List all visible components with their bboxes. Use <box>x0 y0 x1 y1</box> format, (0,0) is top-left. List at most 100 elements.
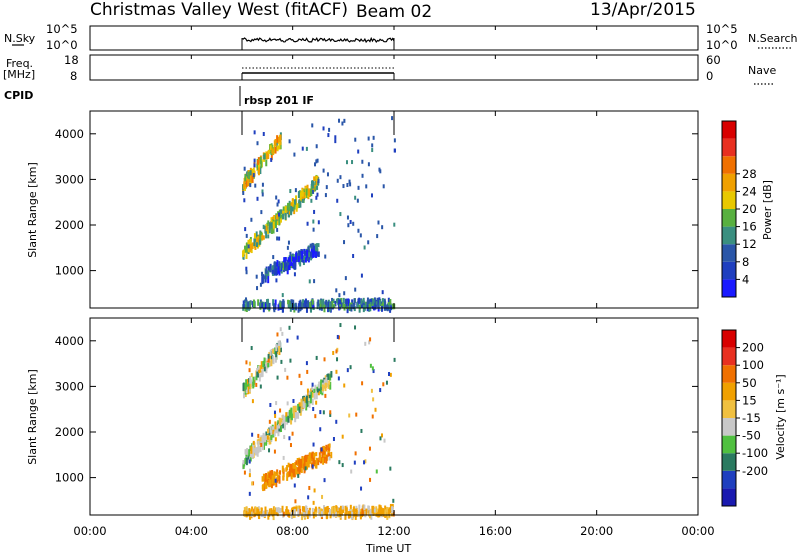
velocity-cell <box>378 510 381 518</box>
power-cell <box>354 137 357 142</box>
power-cell <box>292 299 295 306</box>
velocity-cell <box>257 440 260 448</box>
velocity-cell <box>245 457 248 466</box>
velocity-cell <box>300 398 303 407</box>
velocity-cell <box>247 508 250 515</box>
power-cell <box>335 298 338 304</box>
velocity-cell <box>337 376 340 381</box>
power-cell <box>315 159 318 164</box>
velocity-cell <box>255 382 258 387</box>
power-cell <box>265 225 268 233</box>
power-cell <box>307 246 310 252</box>
velocity-cell <box>327 383 330 389</box>
velocity-cell <box>289 418 292 423</box>
power-cell <box>294 199 297 205</box>
velocity-cell <box>379 436 382 441</box>
velocity-cell <box>298 373 301 378</box>
power-scatter <box>241 111 396 314</box>
power-cell <box>359 233 362 238</box>
power-cell <box>270 217 273 223</box>
power-cell <box>360 299 363 305</box>
velocity-cell <box>276 469 279 475</box>
velocity-cell <box>285 412 288 417</box>
velocity-cell <box>260 442 263 447</box>
velocity-cell <box>330 451 333 459</box>
power-cell <box>291 206 294 212</box>
velocity-cell <box>248 378 251 383</box>
velocity-cell <box>272 349 275 354</box>
power-cell <box>387 302 390 307</box>
velocity-cell <box>303 397 306 406</box>
velocity-cell <box>245 506 248 511</box>
velocity-cell <box>268 437 271 445</box>
velocity-cell <box>373 508 376 513</box>
velocity-cell <box>264 506 267 515</box>
power-cell <box>247 178 250 186</box>
power-cell <box>256 242 259 248</box>
velocity-cell <box>385 380 388 385</box>
power-cell <box>253 158 256 163</box>
time-tick-label: 04:00 <box>175 524 208 538</box>
velocity-cell <box>307 461 310 468</box>
velocity-cell <box>268 427 271 436</box>
power-cell <box>346 183 349 188</box>
power-colorbar-label: Power [dB] <box>761 180 774 240</box>
velocity-cell <box>365 508 368 516</box>
velocity-cell <box>244 390 247 395</box>
velocity-cell <box>340 511 343 516</box>
power-cell <box>339 175 342 180</box>
velocity-y-tick-label: 4000 <box>55 334 84 348</box>
velocity-cbar-swatch <box>722 330 736 348</box>
velocity-cell <box>304 466 307 471</box>
power-cell <box>248 246 251 253</box>
velocity-cell <box>242 460 245 465</box>
power-cell <box>356 198 359 203</box>
velocity-cell <box>297 508 300 516</box>
power-cell <box>284 212 287 220</box>
power-cell <box>305 146 308 151</box>
power-cell <box>293 262 296 270</box>
velocity-cell <box>311 464 314 469</box>
velocity-cell <box>364 341 367 346</box>
power-cell <box>317 179 320 184</box>
power-cell <box>246 171 249 177</box>
power-cell <box>340 302 343 308</box>
power-cell <box>265 269 268 274</box>
power-cell <box>288 139 291 144</box>
velocity-cell <box>319 386 322 395</box>
velocity-cell <box>298 406 301 414</box>
power-cell <box>316 185 319 190</box>
velocity-cell <box>268 480 271 487</box>
power-cell <box>287 257 290 262</box>
velocity-cell <box>327 452 330 458</box>
velocity-cell <box>383 438 386 443</box>
power-cell <box>262 276 265 284</box>
velocity-y-tick-label: 2000 <box>55 425 84 439</box>
velocity-cell <box>280 359 283 364</box>
power-cell <box>242 184 245 191</box>
velocity-cell <box>258 368 261 374</box>
velocity-cell <box>279 327 282 332</box>
velocity-cell <box>261 369 264 377</box>
power-cell <box>284 265 287 272</box>
velocity-cell <box>310 388 313 395</box>
velocity-cell <box>333 506 336 513</box>
power-cell <box>291 262 294 269</box>
freq-label: Freq. <box>6 57 33 70</box>
velocity-cell <box>382 510 385 516</box>
velocity-cell <box>290 417 293 425</box>
power-cell <box>343 118 346 123</box>
velocity-cell <box>296 457 299 466</box>
velocity-cell <box>297 467 300 472</box>
power-cell <box>306 184 309 191</box>
power-cell <box>245 270 248 275</box>
velocity-cbar-swatch <box>722 418 736 436</box>
power-cell <box>282 301 285 309</box>
power-cell <box>244 245 247 253</box>
velocity-cell <box>313 392 316 400</box>
power-cell <box>312 250 315 258</box>
velocity-cell <box>372 397 375 402</box>
velocity-cell <box>262 473 265 481</box>
velocity-cell <box>282 415 285 424</box>
power-cell <box>375 301 378 307</box>
